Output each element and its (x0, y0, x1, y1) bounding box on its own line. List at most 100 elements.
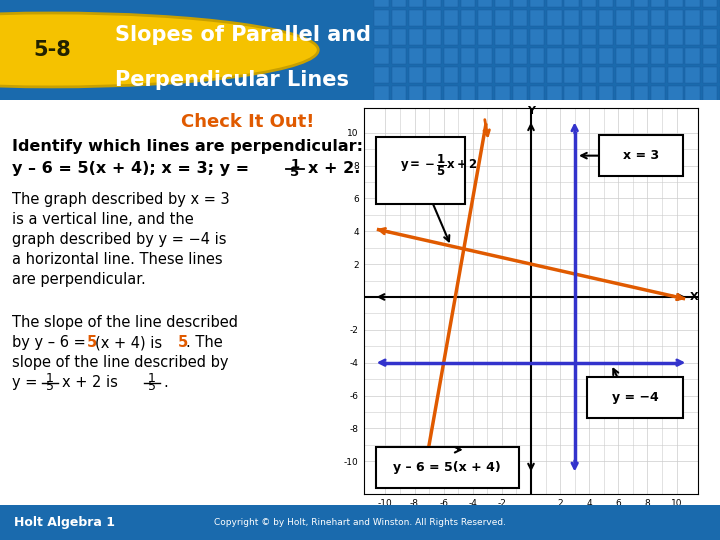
Bar (564, 29, 579, 45)
Bar (426, 48, 441, 64)
Bar (444, 86, 458, 102)
Bar (392, 86, 406, 102)
Bar (685, 10, 700, 26)
Bar (599, 0, 613, 7)
Bar (547, 48, 562, 64)
FancyBboxPatch shape (0, 0, 720, 100)
Text: Y: Y (527, 106, 535, 116)
Bar (409, 29, 423, 45)
Bar (582, 10, 596, 26)
Bar (634, 10, 648, 26)
Circle shape (0, 13, 318, 87)
Bar (616, 86, 631, 102)
Bar (461, 67, 475, 83)
Bar (582, 0, 596, 7)
Bar (564, 0, 579, 7)
Text: x = 3: x = 3 (623, 149, 659, 162)
Bar (547, 29, 562, 45)
Text: 1: 1 (46, 373, 54, 386)
Bar (599, 86, 613, 102)
Bar (374, 10, 389, 26)
Bar (478, 48, 492, 64)
Text: by y – 6 =: by y – 6 = (12, 335, 91, 350)
Bar (513, 67, 527, 83)
Bar (374, 48, 389, 64)
Bar (530, 86, 544, 102)
Bar (703, 29, 717, 45)
Bar (651, 86, 665, 102)
Bar (634, 29, 648, 45)
Bar (634, 0, 648, 7)
Bar (409, 48, 423, 64)
Text: y – 6 = 5(x + 4); x = 3; y =: y – 6 = 5(x + 4); x = 3; y = (12, 161, 249, 177)
Text: are perpendicular.: are perpendicular. (12, 272, 145, 287)
Bar (444, 29, 458, 45)
Bar (685, 0, 700, 7)
Bar (426, 86, 441, 102)
Text: Perpendicular Lines: Perpendicular Lines (115, 70, 349, 90)
Text: X: X (690, 292, 698, 302)
Bar (426, 29, 441, 45)
Bar (530, 10, 544, 26)
Bar (668, 48, 683, 64)
Bar (495, 48, 510, 64)
Bar (651, 67, 665, 83)
Bar (513, 86, 527, 102)
FancyBboxPatch shape (376, 447, 518, 488)
Bar (409, 86, 423, 102)
FancyBboxPatch shape (587, 376, 683, 418)
Bar (461, 86, 475, 102)
Bar (392, 29, 406, 45)
Bar (426, 0, 441, 7)
Bar (703, 67, 717, 83)
Bar (668, 67, 683, 83)
Bar (616, 29, 631, 45)
Bar (392, 10, 406, 26)
Bar (478, 29, 492, 45)
Bar (564, 67, 579, 83)
Text: 5: 5 (87, 335, 97, 350)
FancyBboxPatch shape (0, 100, 720, 505)
Bar (478, 67, 492, 83)
FancyBboxPatch shape (376, 137, 465, 204)
Bar (547, 67, 562, 83)
Bar (685, 48, 700, 64)
Text: 5: 5 (148, 380, 156, 394)
Bar (478, 0, 492, 7)
Bar (374, 86, 389, 102)
Text: (x + 4) is: (x + 4) is (95, 335, 167, 350)
Bar (392, 67, 406, 83)
Bar (651, 48, 665, 64)
Bar (634, 86, 648, 102)
Bar (616, 48, 631, 64)
Bar (461, 0, 475, 7)
Bar (582, 48, 596, 64)
Bar (478, 86, 492, 102)
Bar (634, 67, 648, 83)
Bar (530, 0, 544, 7)
Bar (495, 0, 510, 7)
Bar (513, 0, 527, 7)
Bar (616, 10, 631, 26)
Text: y = −4: y = −4 (612, 390, 659, 404)
Bar (392, 0, 406, 7)
Text: Identify which lines are perpendicular: y = −4;: Identify which lines are perpendicular: … (12, 139, 435, 154)
Bar (547, 86, 562, 102)
Bar (444, 67, 458, 83)
Text: .: . (163, 375, 168, 390)
Bar (392, 48, 406, 64)
Text: Example 3: Example 3 (360, 113, 471, 131)
Bar (582, 86, 596, 102)
Bar (616, 0, 631, 7)
Bar (599, 48, 613, 64)
Text: Holt Algebra 1: Holt Algebra 1 (14, 516, 115, 529)
Bar (685, 67, 700, 83)
FancyBboxPatch shape (599, 135, 683, 176)
Text: x + 2.: x + 2. (308, 161, 361, 177)
Bar (668, 0, 683, 7)
Text: y =: y = (12, 375, 42, 390)
Text: x + 2 is: x + 2 is (62, 375, 122, 390)
Bar (461, 48, 475, 64)
Bar (651, 10, 665, 26)
Bar (685, 29, 700, 45)
